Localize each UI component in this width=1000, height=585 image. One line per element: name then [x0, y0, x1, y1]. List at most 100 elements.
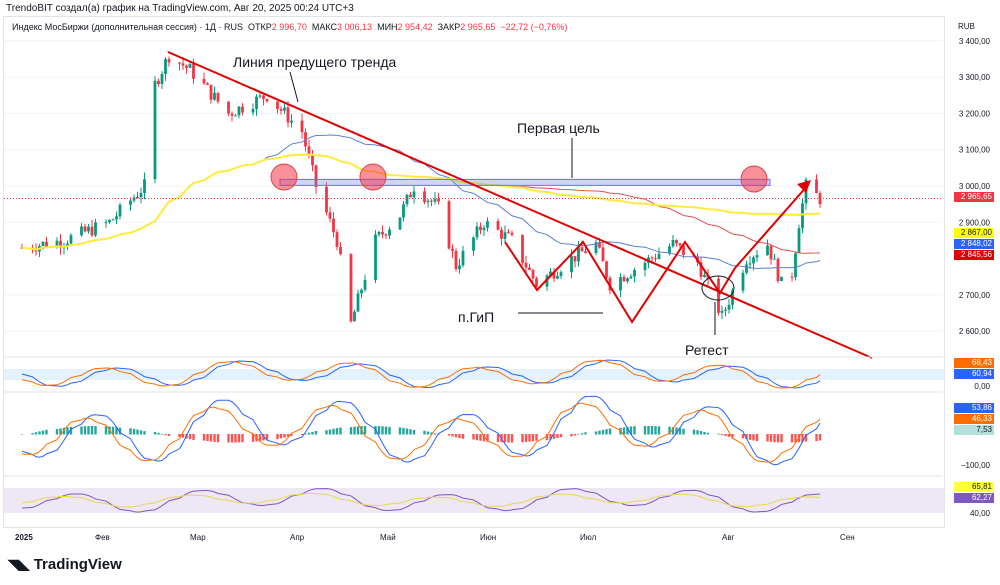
macd-histogram-bar — [601, 429, 605, 435]
macd-histogram-bar — [262, 434, 265, 441]
macd-histogram-bar — [251, 434, 255, 442]
macd-histogram-bar — [692, 429, 696, 435]
macd-histogram-bar — [304, 433, 307, 435]
macd-histogram-bar — [111, 426, 115, 435]
candle — [797, 228, 801, 254]
macd-histogram-bar — [118, 427, 122, 435]
macd-histogram-bar — [213, 434, 216, 442]
candle — [671, 240, 675, 247]
logo-icon: ◥◣ — [8, 556, 30, 572]
macd-histogram-bar — [31, 433, 34, 435]
candle — [412, 191, 416, 198]
candle — [206, 83, 209, 85]
candle — [216, 92, 220, 102]
macd-histogram-bar — [164, 434, 167, 436]
candle — [332, 218, 335, 233]
macd-histogram-bar — [104, 426, 108, 435]
macd-histogram-bar — [605, 429, 608, 435]
pane-band — [4, 369, 944, 380]
candle — [703, 274, 706, 278]
candle — [335, 232, 339, 247]
stoch-d-line — [21, 359, 821, 389]
macd-histogram-bar — [598, 430, 601, 435]
candle — [479, 226, 482, 231]
macd-histogram-bar — [545, 434, 549, 441]
macd-histogram-bar — [552, 434, 556, 439]
y-tick-label: 3 100,00 — [959, 146, 991, 155]
macd-histogram-bar — [139, 430, 143, 435]
macd-histogram-bar — [626, 426, 629, 435]
candle — [188, 64, 192, 68]
candle — [622, 277, 626, 282]
macd-histogram-bar — [363, 426, 367, 435]
candle — [535, 278, 538, 287]
candle — [59, 240, 62, 248]
candle — [573, 256, 577, 262]
macd-histogram-bar — [801, 434, 804, 442]
candle — [45, 241, 48, 248]
candle — [402, 204, 405, 218]
macd-histogram-bar — [451, 434, 454, 437]
macd-histogram-bar — [335, 428, 339, 435]
candle — [794, 253, 797, 278]
candle — [577, 247, 580, 262]
macd-histogram-bar — [94, 426, 97, 435]
y-tick-label: 3 400,00 — [959, 37, 991, 46]
macd-histogram-bar — [773, 434, 776, 443]
moving-average-line — [21, 153, 821, 251]
macd-histogram-bar — [447, 434, 451, 436]
y-tick-label: 2 600,00 — [959, 327, 991, 336]
macd-histogram-bar — [328, 429, 332, 435]
macd-histogram-bar — [668, 426, 671, 435]
change-value: −22,72 (−0,76%) — [500, 22, 568, 32]
candle — [202, 78, 206, 84]
macd-histogram-bar — [535, 434, 538, 441]
candle — [776, 258, 780, 282]
macd-histogram-bar — [290, 434, 293, 436]
macd-histogram-bar — [521, 434, 524, 443]
candle — [545, 275, 549, 287]
macd-histogram-bar — [556, 434, 559, 439]
macd-signal-line — [21, 402, 821, 463]
candle — [626, 278, 629, 282]
macd-histogram-bar — [384, 426, 388, 435]
candle — [633, 270, 636, 277]
candle — [643, 262, 647, 271]
macd-histogram-bar — [90, 426, 94, 435]
x-tick-label: Сен — [840, 533, 855, 542]
macd-histogram-bar — [143, 431, 146, 435]
candle — [766, 245, 769, 256]
retest-circle — [701, 275, 735, 301]
tradingview-logo[interactable]: ◥◣ TradingView — [8, 556, 122, 573]
macd-histogram-bar — [745, 434, 748, 440]
candle — [605, 261, 608, 278]
macd-histogram-bar — [594, 431, 598, 435]
macd-histogram-bar — [472, 434, 475, 440]
retest-label: Ретест — [685, 342, 729, 358]
macd-histogram-bar — [482, 434, 486, 442]
candle — [213, 92, 216, 100]
macd-histogram-bar — [300, 434, 304, 435]
candle — [430, 200, 433, 202]
macd-histogram-bar — [234, 434, 237, 443]
highlight-circle — [740, 165, 768, 193]
candle — [132, 197, 136, 201]
candle — [304, 132, 307, 147]
macd-histogram-bar — [160, 433, 164, 435]
macd-histogram-bar — [682, 428, 685, 435]
macd-histogram-bar — [202, 434, 206, 441]
macd-histogram-bar — [696, 430, 699, 435]
macd-histogram-bar — [227, 434, 230, 443]
candle — [160, 73, 164, 85]
candle — [251, 108, 255, 113]
x-tick-label: Июл — [580, 533, 597, 542]
open-value: 2 996,70 — [271, 22, 307, 32]
macd-histogram-bar — [38, 431, 41, 435]
macd-histogram-bar — [654, 426, 657, 435]
candle — [594, 242, 598, 254]
candle — [650, 257, 654, 259]
candle — [356, 293, 360, 312]
macd-histogram-bar — [62, 427, 66, 435]
macd-histogram-bar — [87, 426, 90, 435]
